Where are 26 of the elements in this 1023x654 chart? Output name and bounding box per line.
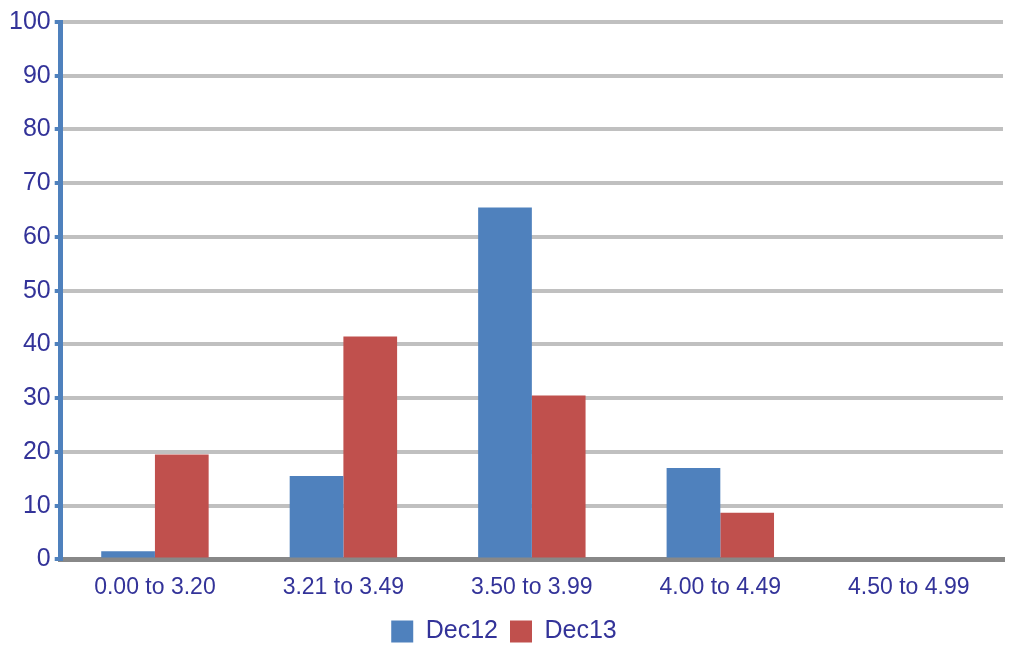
y-tick-label: 30 bbox=[22, 382, 51, 411]
y-tick-label: 70 bbox=[22, 167, 51, 196]
y-tick-label: 100 bbox=[8, 5, 51, 34]
bar bbox=[478, 207, 532, 558]
y-tick-label: 60 bbox=[22, 220, 51, 249]
legend-label: Dec13 bbox=[544, 615, 617, 644]
x-tick-label: 4.00 to 4.49 bbox=[659, 572, 782, 599]
y-tick-label: 90 bbox=[22, 59, 51, 88]
x-tick-label: 3.50 to 3.99 bbox=[471, 572, 593, 599]
y-tick-label: 10 bbox=[22, 489, 51, 518]
bar bbox=[343, 336, 398, 558]
y-tick-label: 20 bbox=[22, 435, 51, 464]
y-tick-label: 50 bbox=[22, 274, 51, 303]
y-tick-label: 40 bbox=[22, 328, 51, 357]
legend-label: Dec12 bbox=[425, 615, 498, 644]
bar bbox=[289, 476, 344, 558]
bar bbox=[531, 395, 586, 558]
y-tick-label: 0 bbox=[36, 543, 51, 572]
bar bbox=[666, 468, 721, 558]
bar bbox=[154, 454, 209, 558]
x-tick-label: 0.00 to 3.20 bbox=[94, 572, 216, 599]
bar bbox=[720, 512, 775, 558]
bar bbox=[101, 551, 155, 558]
y-tick-label: 80 bbox=[22, 113, 51, 142]
x-tick-label: 4.50 to 4.99 bbox=[848, 572, 970, 599]
x-tick-label: 3.21 to 3.49 bbox=[282, 572, 405, 599]
